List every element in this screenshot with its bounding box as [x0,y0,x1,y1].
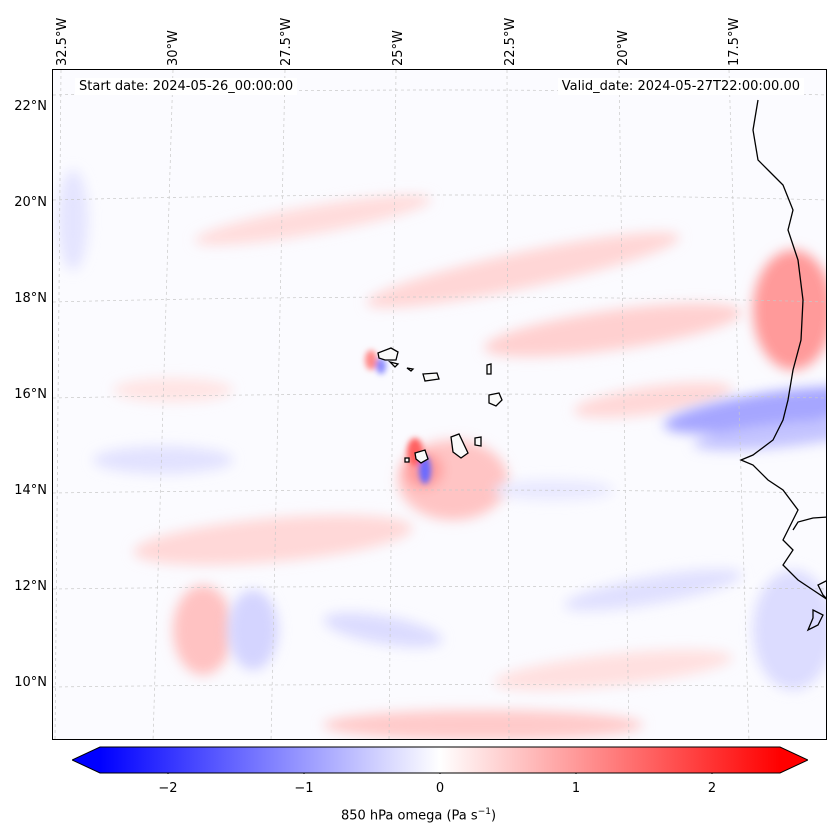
colorbar-variable: 850 hPa omega [340,808,443,824]
latitude-label: 10°N [14,675,47,690]
latitude-label: 14°N [14,483,47,498]
longitude-label: 20°W [616,30,631,66]
colorbar-max-extension [780,747,808,773]
latitude-label: 20°N [14,195,47,210]
colorbar-tick-label: 0 [435,781,445,796]
longitude-label: 17.5°W [727,17,742,66]
latitude-label: 22°N [14,99,47,114]
colorbar-tickmarks [167,773,713,774]
island-dipoles [365,350,431,484]
latitude-label: 12°N [14,579,47,594]
colorbar-units: Pa s [451,808,478,824]
latitude-label: 16°N [14,387,47,402]
map-panel: Start date: 2024-05-26_00:00:00 Valid_da… [52,69,827,740]
colorbar-min-extension [72,747,100,773]
longitude-label: 27.5°W [279,17,294,66]
colorbar [72,746,808,774]
graticule [53,70,826,739]
cape-verde-islands [377,347,503,464]
colorbar-body [100,747,780,773]
start-date-label: Start date: 2024-05-26_00:00:00 [75,78,298,95]
longitude-label: 22.5°W [503,17,518,66]
colorbar-label: 850 hPa omega (Pa s−1) [340,807,497,824]
colorbar-tick-label: 1 [571,781,581,796]
omega-negative-regions [58,170,826,690]
coastline [739,99,826,632]
latitude-label: 18°N [14,291,47,306]
omega-field [53,70,826,739]
colorbar-outline [72,746,808,774]
colorbar-units-exponent: −1 [477,807,491,817]
colorbar-tick-label: −1 [294,781,314,796]
colorbar-tick-label: −2 [158,781,178,796]
longitude-label: 25°W [391,30,406,66]
longitude-label: 32.5°W [55,17,70,66]
longitude-label: 30°W [166,30,181,66]
valid-date-label: Valid_date: 2024-05-27T22:00:00.00 [557,78,804,95]
colorbar-tick-label: 2 [707,781,717,796]
